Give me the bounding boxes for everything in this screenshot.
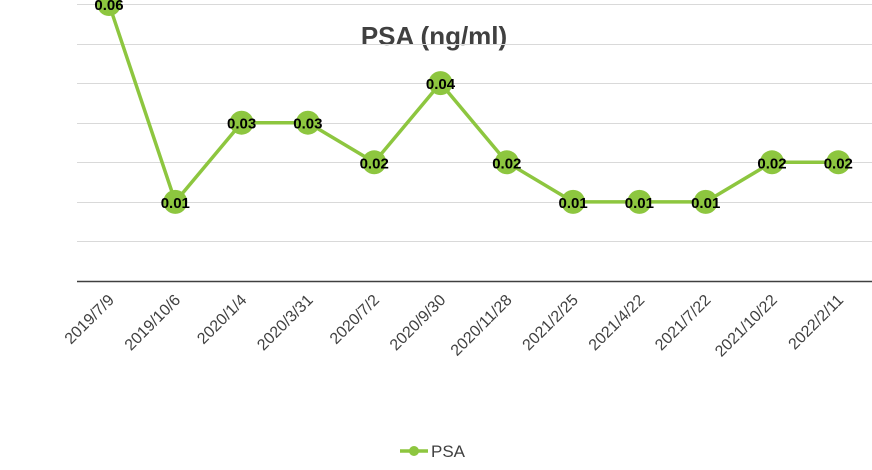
x-tick-label: 2019/10/6: [122, 292, 184, 354]
x-tick-label: 2022/2/11: [786, 292, 848, 354]
x-tick-label: 2021/4/22: [586, 292, 648, 354]
data-point: [627, 189, 652, 214]
data-label: 0.03: [293, 116, 322, 133]
x-axis-tick-labels: 2019/7/9 2019/10/6 2020/1/4 2020/3/31 2020/7…: [62, 292, 847, 361]
x-tick-label: 2019/7/9: [62, 292, 118, 348]
data-label: 0.02: [360, 155, 389, 172]
data-point: [163, 189, 188, 214]
x-tick-label: 2020/9/30: [387, 292, 449, 354]
data-label: 0.02: [757, 155, 786, 172]
data-points: [97, 0, 851, 214]
legend-marker-psa: [409, 446, 419, 456]
data-labels: 0.06 0.01 0.03 0.03 0.02 0.04 0.02 0.01 0.01 0.01…: [94, 0, 853, 212]
data-point: [97, 0, 121, 16]
data-point: [561, 189, 586, 214]
chart-title: PSA (ng/ml): [361, 21, 507, 51]
data-point: [428, 71, 453, 96]
data-label: 0.03: [227, 116, 256, 133]
data-label: 0.01: [625, 195, 654, 212]
x-tick-label: 2020/3/31: [254, 292, 316, 354]
data-label: 0.06: [94, 0, 123, 14]
data-label: 0.02: [824, 155, 853, 172]
data-point: [693, 189, 718, 214]
x-tick-label: 2020/1/4: [194, 292, 250, 348]
data-point: [362, 150, 387, 175]
data-point: [295, 110, 320, 135]
x-tick-label: 2021/2/25: [520, 292, 582, 354]
data-point: [760, 150, 784, 175]
data-point: [229, 110, 254, 135]
data-point: [494, 150, 519, 175]
data-label: 0.04: [426, 76, 456, 93]
data-label: 0.01: [691, 195, 720, 212]
data-label: 0.02: [492, 155, 521, 172]
legend: PSA: [400, 442, 466, 461]
x-tick-label: 2021/10/22: [712, 292, 781, 361]
series-line-psa: [107, 3, 839, 204]
x-tick-label: 2020/7/2: [327, 292, 383, 348]
data-point: [826, 150, 851, 175]
x-tick-label: 2021/7/22: [652, 292, 714, 354]
legend-label-psa: PSA: [431, 442, 466, 461]
x-tick-label: 2020/11/28: [448, 292, 516, 360]
data-label: 0.01: [558, 195, 587, 212]
data-label: 0.01: [161, 195, 190, 212]
